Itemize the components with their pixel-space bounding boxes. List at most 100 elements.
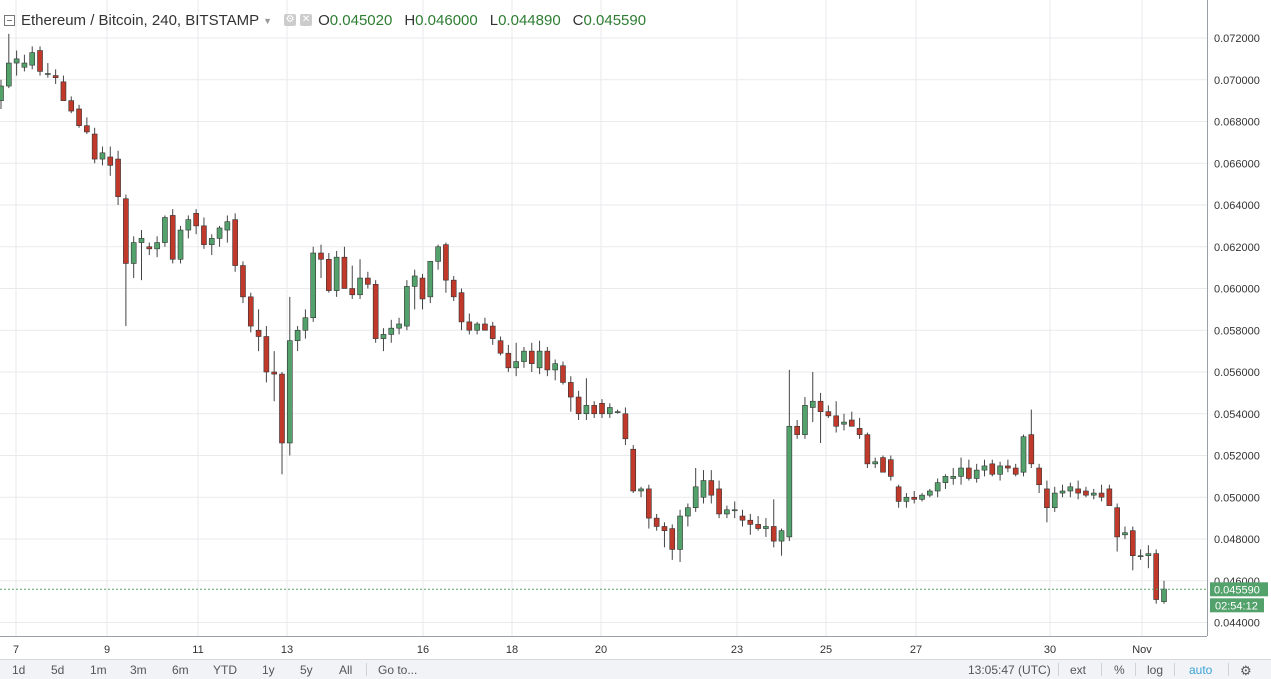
- auto-scale-toggle[interactable]: auto: [1189, 663, 1213, 677]
- candle-down: [1036, 467, 1042, 486]
- candlestick-chart[interactable]: 0.072000 0.070000 0.068000 0.066000 0.064000…: [0, 0, 1271, 659]
- gear-icon[interactable]: ⚙: [284, 14, 297, 26]
- candle-down: [37, 50, 43, 72]
- candle-up: [294, 329, 301, 341]
- chart-area[interactable]: 0.072000 0.070000 0.068000 0.066000 0.064000…: [0, 0, 1271, 659]
- candle-down: [52, 75, 59, 78]
- candle-up: [638, 488, 644, 492]
- candle-down: [966, 467, 972, 479]
- range-3m-button[interactable]: 3m: [130, 663, 147, 677]
- candle-down: [466, 321, 473, 331]
- candle-down: [372, 284, 379, 339]
- candle-up: [427, 261, 434, 298]
- candle-down: [482, 323, 488, 331]
- bottom-toolbar: 1d 5d 1m 3m 6m YTD 1y 5y All Go to... 13…: [0, 659, 1271, 679]
- candle-down: [708, 480, 715, 496]
- range-1d-button[interactable]: 1d: [12, 663, 26, 677]
- high-value: H0.046000: [404, 11, 478, 29]
- candle-up: [130, 242, 137, 264]
- candle-down: [1114, 507, 1120, 538]
- candle-down: [661, 526, 668, 531]
- candle-down: [450, 279, 457, 298]
- range-6m-button[interactable]: 6m: [172, 663, 189, 677]
- ext-toggle[interactable]: ext: [1070, 663, 1087, 677]
- last-price-label: 0.045590: [1214, 584, 1260, 596]
- candle-down: [575, 396, 582, 415]
- candle-up: [13, 58, 20, 64]
- collapse-icon[interactable]: [4, 14, 15, 26]
- candle-up: [731, 509, 738, 512]
- candle-up: [700, 480, 707, 498]
- x-tick-label: 16: [417, 644, 429, 656]
- log-toggle[interactable]: log: [1147, 663, 1164, 677]
- candle-up: [404, 286, 410, 327]
- candle-down: [169, 215, 176, 260]
- y-tick-label: 0.060000: [1214, 284, 1260, 296]
- y-tick-label: 0.064000: [1214, 200, 1260, 212]
- y-tick-label: 0.052000: [1214, 451, 1260, 463]
- candle-up: [333, 256, 340, 291]
- candle-down: [544, 350, 551, 371]
- candle-up: [607, 407, 613, 415]
- x-tick-label: 23: [731, 644, 743, 656]
- y-tick-label: 0.048000: [1214, 534, 1260, 546]
- candle-up: [396, 323, 402, 329]
- candle-down: [279, 373, 285, 444]
- candle-up: [388, 327, 395, 335]
- range-ytd-button[interactable]: YTD: [213, 663, 237, 677]
- close-icon[interactable]: ✕: [300, 14, 313, 26]
- candle-down: [880, 457, 886, 473]
- candle-up: [177, 229, 184, 260]
- candle-down: [443, 244, 449, 281]
- range-all-button[interactable]: All: [339, 663, 353, 677]
- chevron-down-icon[interactable]: ▼: [263, 16, 273, 26]
- candle-down: [1075, 488, 1081, 494]
- goto-button[interactable]: Go to...: [378, 663, 418, 677]
- candle-down: [1044, 488, 1050, 508]
- candle-down: [591, 405, 598, 415]
- x-tick-label: 25: [820, 644, 832, 656]
- candle-up: [1137, 555, 1144, 558]
- candle-down: [489, 325, 496, 339]
- candle-down: [1083, 490, 1089, 496]
- candle-up: [1020, 436, 1027, 473]
- candle-up: [411, 275, 418, 287]
- candle-down: [747, 519, 754, 525]
- x-tick-label: 18: [506, 644, 518, 656]
- y-tick-label: 0.044000: [1214, 618, 1260, 630]
- candle-up: [872, 461, 879, 465]
- candle-down: [653, 517, 660, 527]
- candle-up: [45, 73, 51, 75]
- candle-down: [630, 448, 637, 492]
- candle-down: [419, 277, 426, 300]
- candle-up: [357, 277, 363, 296]
- candle-down: [560, 365, 566, 383]
- candle-up: [536, 350, 543, 369]
- symbol-title[interactable]: Ethereum / Bitcoin, 240, BITSTAMP: [21, 11, 260, 29]
- utc-clock[interactable]: 13:05:47 (UTC): [968, 663, 1051, 677]
- candle-down: [755, 524, 761, 529]
- candle-up: [302, 317, 309, 331]
- candle-down: [1028, 434, 1035, 465]
- range-5d-button[interactable]: 5d: [51, 663, 65, 677]
- countdown-tag: [1210, 598, 1264, 613]
- candle-up: [786, 425, 793, 538]
- candle-down: [240, 265, 246, 298]
- candle-down: [817, 400, 824, 412]
- candle-up: [474, 323, 480, 331]
- x-tick-label: 7: [13, 644, 19, 656]
- candle-up: [185, 219, 192, 231]
- candle-down: [146, 246, 153, 250]
- range-1m-button[interactable]: 1m: [90, 663, 107, 677]
- candle-up: [950, 476, 957, 479]
- last-price-tag: [1210, 582, 1268, 597]
- candle-up: [1067, 486, 1074, 492]
- candle-up: [552, 363, 558, 371]
- candle-up: [138, 238, 145, 243]
- candle-up: [216, 227, 223, 239]
- range-1y-button[interactable]: 1y: [262, 663, 275, 677]
- settings-icon[interactable]: ⚙: [1240, 663, 1252, 678]
- range-5y-button[interactable]: 5y: [300, 663, 313, 677]
- candle-down: [825, 411, 832, 417]
- percent-toggle[interactable]: %: [1114, 663, 1125, 677]
